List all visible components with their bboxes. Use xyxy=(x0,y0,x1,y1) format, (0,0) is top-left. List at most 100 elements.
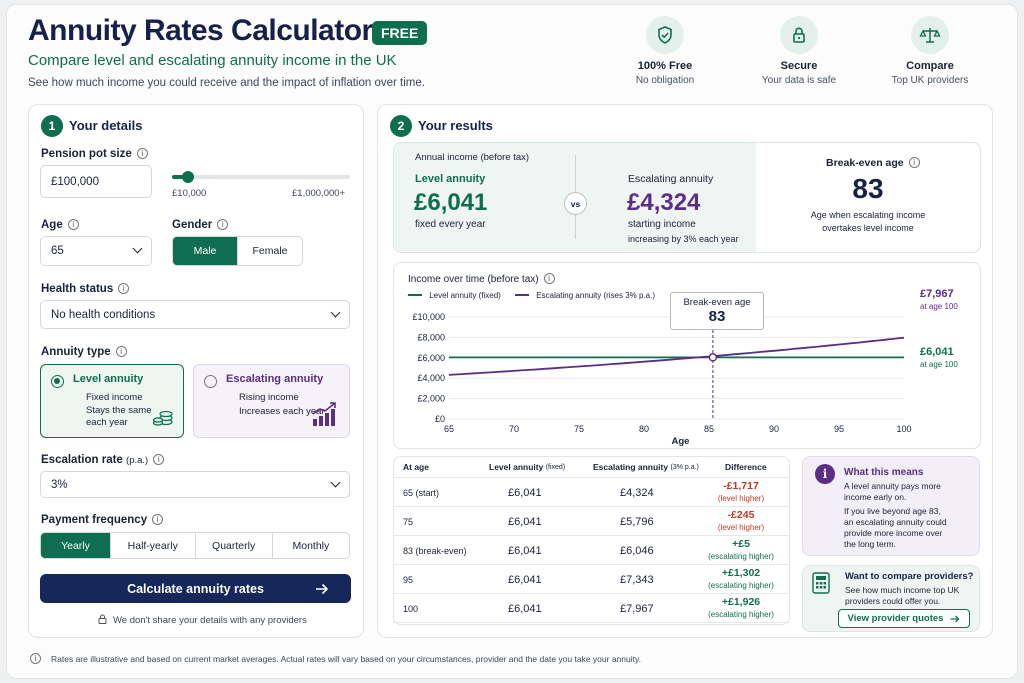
table-row: 95 £6,041 £7,343 +£1,302 (escalating higher) xyxy=(393,565,789,594)
rising-chart-icon xyxy=(312,402,336,426)
pot-label: Pension pot size i xyxy=(41,148,148,160)
chart-legend: Level annuity (fixed) Escalating annuity… xyxy=(408,291,655,300)
info-icon[interactable]: i xyxy=(152,514,164,525)
difference-value: +£1,302 (escalating higher) xyxy=(708,568,774,591)
arrow-right-icon xyxy=(316,583,329,594)
escalation-label: Escalation rate (p.a.) i xyxy=(41,454,165,466)
results-heading: Your results xyxy=(418,118,493,133)
escalating-end-value: £7,967 xyxy=(920,288,954,300)
chevron-down-icon xyxy=(330,307,341,317)
health-label: Health status i xyxy=(41,283,130,295)
y-tick-label: £8,000 xyxy=(417,332,445,342)
pot-slider-track[interactable] xyxy=(172,171,350,183)
difference-value: -£245 (level higher) xyxy=(718,510,764,533)
escalating-sub-2: increasing by 3% each year xyxy=(628,234,739,244)
feature-title: Secure xyxy=(780,60,818,72)
age-label: Age i xyxy=(41,219,79,231)
table-row: 65 (start) £6,041 £4,324 -£1,717 (level high… xyxy=(393,478,789,507)
info-icon[interactable]: i xyxy=(118,283,130,294)
calculate-button[interactable]: Calculate annuity rates xyxy=(40,574,351,603)
health-status-select[interactable]: No health conditions xyxy=(40,300,350,329)
info-icon[interactable]: i xyxy=(115,346,127,357)
legend-level-swatch xyxy=(408,294,422,296)
meaning-text-1: A level annuity pays more income early o… xyxy=(844,481,941,502)
cell-level: £6,041 xyxy=(508,573,542,586)
level-annuity-option[interactable]: Level annuity Fixed income Stays the sam… xyxy=(40,364,184,438)
info-icon[interactable]: i xyxy=(543,273,555,284)
info-icon[interactable]: i xyxy=(217,219,229,230)
x-tick-label: 85 xyxy=(704,424,714,434)
difference-value: -£1,717 (level higher) xyxy=(718,481,764,504)
breakeven-value: 83 xyxy=(852,173,884,204)
info-icon[interactable]: i xyxy=(136,148,148,159)
difference-note: (level higher) xyxy=(717,523,765,532)
annual-income-label: Annual income (before tax) xyxy=(415,152,530,163)
details-heading: Your details xyxy=(69,118,143,133)
escalating-annuity-label: Escalating annuity xyxy=(628,173,714,185)
pension-pot-input[interactable]: £100,000 xyxy=(40,165,152,198)
cell-age: 95 xyxy=(403,574,414,585)
option-line2: Increases each year xyxy=(239,405,325,417)
escalation-rate-select[interactable]: 3% xyxy=(40,471,350,498)
view-provider-quotes-button[interactable]: View provider quotes xyxy=(838,609,970,628)
cell-difference: -£1,717 (level higher) xyxy=(693,478,789,507)
x-tick-label: 90 xyxy=(769,424,779,434)
y-tick-label: £2,000 xyxy=(417,394,445,404)
radio-selected-icon xyxy=(51,375,64,388)
arrow-right-icon xyxy=(950,615,960,622)
info-icon[interactable]: i xyxy=(908,157,920,168)
coins-icon xyxy=(152,410,173,426)
meaning-title: What this means xyxy=(844,467,924,478)
feature-secure: Secure Your data is safe xyxy=(739,16,859,86)
gender-male-option[interactable]: Male xyxy=(173,237,238,265)
info-icon[interactable]: i xyxy=(153,454,165,465)
feature-sub: Your data is safe xyxy=(761,75,837,86)
difference-amount: +£5 xyxy=(732,538,750,550)
escalating-annuity-option[interactable]: Escalating annuity Rising income Increas… xyxy=(193,364,350,438)
cell-level: £6,041 xyxy=(508,515,542,528)
chart-title: Income over time (before tax) i xyxy=(408,273,555,285)
compare-title: Want to compare providers? xyxy=(845,571,974,582)
breakeven-point xyxy=(708,353,718,362)
info-circle-icon: i xyxy=(815,464,835,484)
calculator-icon xyxy=(812,572,830,594)
step-number: 2 xyxy=(390,115,412,137)
difference-amount: +£1,302 xyxy=(721,567,761,579)
comparison-table-body: At age Level annuity (fixed) Escalating … xyxy=(393,456,790,625)
page-description: See how much income you could receive an… xyxy=(28,77,425,89)
pot-slider-fill xyxy=(172,175,189,179)
feature-sub: Top UK providers xyxy=(891,75,969,86)
meaning-text-2: If you live beyond age 83, an escalating… xyxy=(844,506,947,549)
difference-value: +£1,926 (escalating higher) xyxy=(708,597,774,620)
level-end-value: £6,041 xyxy=(920,346,954,358)
difference-note: (escalating higher) xyxy=(708,552,774,561)
feature-title: Compare xyxy=(906,60,954,72)
frequency-monthly[interactable]: Monthly xyxy=(292,539,330,552)
table-row: 75 £6,041 £5,796 -£245 (level higher) xyxy=(393,507,789,536)
feature-free: 100% Free No obligation xyxy=(605,16,725,86)
chevron-down-icon xyxy=(330,477,341,487)
th-level: Level annuity (fixed) xyxy=(489,462,566,472)
x-tick-label: 100 xyxy=(896,424,911,434)
option-line1: Rising income xyxy=(239,392,299,403)
tooltip-title: Break-even age xyxy=(683,297,751,308)
chevron-down-icon xyxy=(132,243,143,254)
gender-female-option[interactable]: Female xyxy=(252,245,288,257)
age-select[interactable]: 65 xyxy=(40,236,152,266)
th-age: At age xyxy=(403,462,429,472)
y-tick-label: £6,000 xyxy=(417,353,445,363)
cell-difference: +£5 (escalating higher) xyxy=(693,536,789,565)
x-tick-label: 95 xyxy=(834,424,844,434)
level-annuity-value: £6,041 xyxy=(414,189,488,216)
info-icon: i xyxy=(30,653,41,664)
info-icon[interactable]: i xyxy=(67,219,79,230)
shield-check-icon xyxy=(646,16,684,54)
comparison-table xyxy=(393,456,790,625)
pot-slider-handle[interactable] xyxy=(182,171,195,183)
cell-esc: £7,343 xyxy=(620,573,654,586)
frequency-half-yearly[interactable]: Half-yearly xyxy=(111,533,196,558)
payment-frequency-toggle: Yearly Half-yearly Quarterly Monthly xyxy=(40,532,350,559)
frequency-yearly[interactable]: Yearly xyxy=(41,533,111,558)
frequency-quarterly[interactable]: Quarterly xyxy=(196,533,273,558)
cell-esc: £5,796 xyxy=(620,515,654,528)
